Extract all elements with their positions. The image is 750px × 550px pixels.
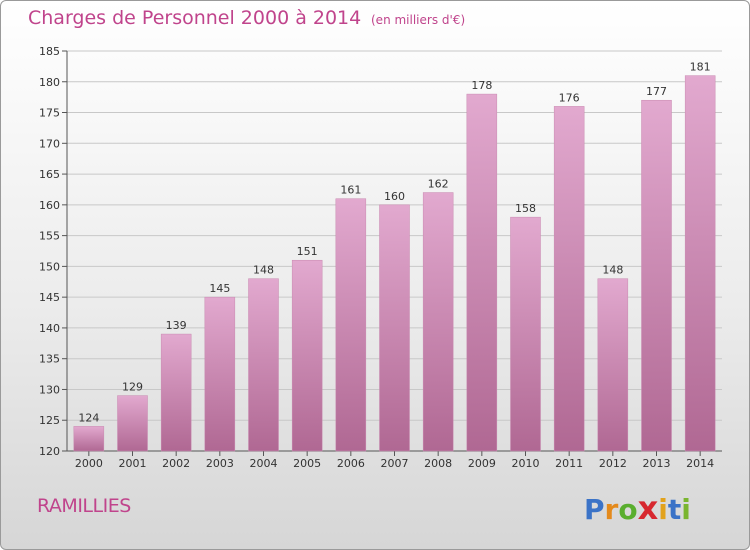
bar-2014 [684, 75, 716, 452]
data-label-2013: 177 [646, 85, 667, 98]
bar-2000 [73, 426, 105, 452]
y-tick-label: 140 [39, 322, 60, 335]
logo-letter: P [584, 493, 605, 526]
x-tick-label: 2009 [468, 457, 496, 470]
data-label-2007: 160 [384, 190, 405, 203]
bar-2001 [117, 395, 148, 452]
y-tick-label: 120 [39, 445, 60, 458]
x-tick-label: 2006 [337, 457, 365, 470]
bar-2011 [553, 106, 585, 452]
y-tick-label: 165 [39, 168, 60, 181]
chart-title: Charges de Personnel 2000 à 2014 [28, 7, 362, 29]
logo-letter: r [604, 493, 619, 526]
logo-letter: x [637, 489, 659, 527]
x-tick-label: 2002 [162, 457, 190, 470]
bar-2003 [204, 296, 236, 452]
bar-2006 [335, 198, 367, 452]
x-tick-label: 2012 [599, 457, 627, 470]
data-label-2009: 178 [471, 79, 492, 92]
bar-2005 [291, 259, 323, 452]
logo-letter: t [667, 493, 682, 526]
x-tick-label: 2007 [381, 457, 409, 470]
y-tick-label: 130 [39, 383, 60, 396]
data-label-2004: 148 [253, 264, 274, 277]
bar-2002 [160, 333, 192, 452]
y-tick-label: 135 [39, 353, 60, 366]
x-tick-label: 2014 [686, 457, 714, 470]
y-tick-label: 150 [39, 260, 60, 273]
data-label-2005: 151 [297, 245, 318, 258]
logo-letter: i [681, 493, 691, 526]
data-label-2010: 158 [515, 202, 536, 215]
bar-2008 [422, 192, 454, 452]
data-label-2012: 148 [602, 264, 623, 277]
bars [73, 75, 716, 452]
bar-2012 [597, 278, 629, 452]
data-label-2001: 129 [122, 381, 143, 394]
bar-2004 [248, 278, 279, 452]
bar-2013 [641, 99, 672, 452]
data-label-2000: 124 [78, 411, 99, 424]
y-tick-label: 125 [39, 414, 60, 427]
y-tick-label: 185 [39, 45, 60, 58]
x-tick-label: 2003 [206, 457, 234, 470]
data-label-2014: 181 [690, 61, 711, 74]
data-label-2002: 139 [166, 319, 187, 332]
x-tick-label: 2010 [512, 457, 540, 470]
bar-2007 [379, 204, 410, 452]
y-tick-label: 175 [39, 107, 60, 120]
data-label-2008: 162 [428, 178, 449, 191]
data-label-2011: 176 [559, 91, 580, 104]
chart-unit: (en milliers d'€) [371, 13, 466, 27]
x-tick-label: 2004 [250, 457, 278, 470]
y-tick-label: 170 [39, 137, 60, 150]
data-label-2006: 161 [340, 184, 361, 197]
bar-2009 [466, 93, 498, 452]
data-label-2003: 145 [209, 282, 230, 295]
y-tick-label: 145 [39, 291, 60, 304]
x-tick-label: 2008 [424, 457, 452, 470]
commune-name: RAMILLIES [37, 495, 131, 517]
logo-letter: i [658, 493, 668, 526]
x-tick-label: 2011 [555, 457, 583, 470]
y-tick-label: 180 [39, 76, 60, 89]
data-labels: 124 129 139 145 148 151 161 160 162 178 158 176 148 1… [78, 61, 710, 425]
y-tick-label: 160 [39, 199, 60, 212]
y-tick-label: 155 [39, 230, 60, 243]
x-tick-label: 2001 [119, 457, 147, 470]
logo-letter: o [618, 493, 638, 526]
proxiti-logo: Proxiti [584, 489, 691, 527]
x-tick-label: 2013 [643, 457, 671, 470]
x-tick-label: 2005 [293, 457, 321, 470]
x-tick-label: 2000 [75, 457, 103, 470]
bar-2010 [510, 216, 541, 452]
